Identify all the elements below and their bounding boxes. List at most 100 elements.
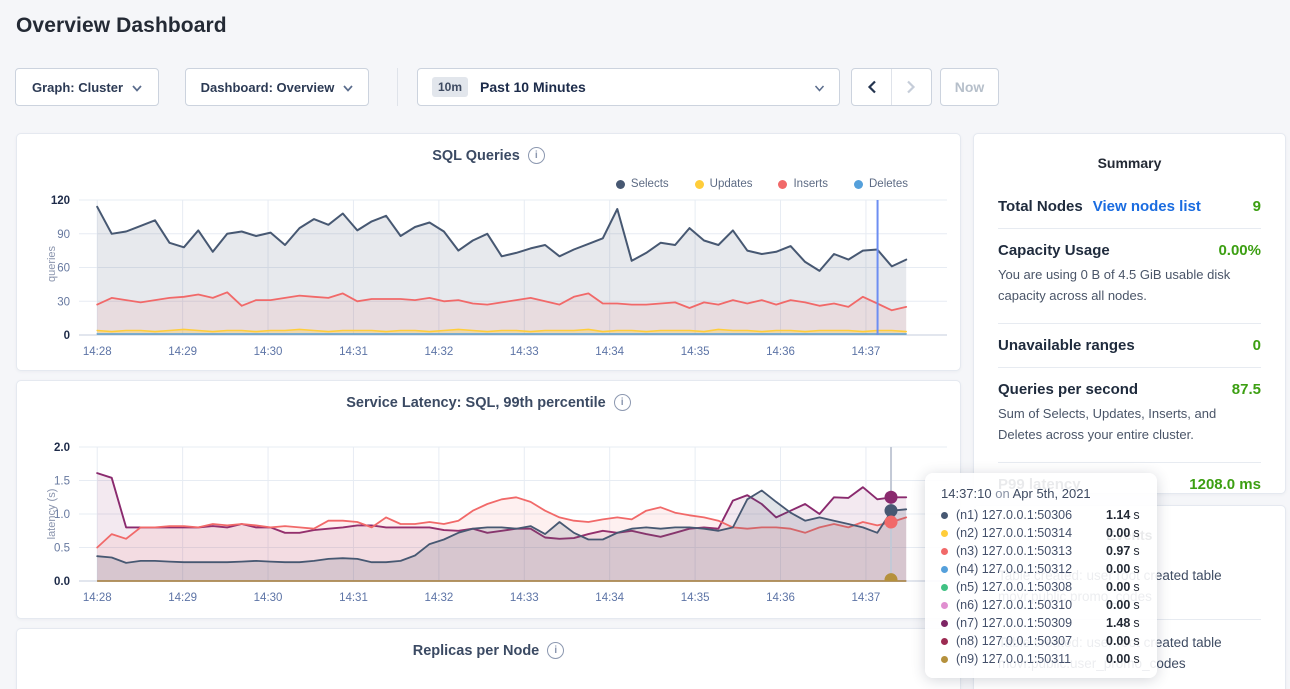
summary-row-label: Unavailable ranges <box>998 337 1135 354</box>
dashboard-dropdown[interactable]: Dashboard: Overview <box>185 68 369 106</box>
node-address: (n5) 127.0.0.1:50308 <box>956 580 1106 594</box>
node-color-dot <box>941 602 948 609</box>
node-latency-value: 0.00 <box>1106 562 1130 576</box>
node-latency-value: 1.48 <box>1106 616 1130 630</box>
tooltip-node-row: (n9) 127.0.0.1:503110.00s <box>941 650 1141 668</box>
svg-text:14:32: 14:32 <box>424 346 453 358</box>
svg-text:14:33: 14:33 <box>510 592 539 604</box>
toolbar-divider <box>397 68 398 106</box>
info-icon[interactable]: i <box>528 147 545 164</box>
summary-row-label: Capacity Usage <box>998 242 1110 259</box>
summary-row-value: 1208.0 ms <box>1189 476 1261 493</box>
chevron-down-icon <box>814 85 825 92</box>
svg-text:14:34: 14:34 <box>595 346 624 358</box>
chart-tooltip: 14:37:10 on Apr 5th, 2021 (n1) 127.0.0.1… <box>925 473 1157 678</box>
summary-row-value: 9 <box>1253 198 1261 215</box>
toolbar: Graph: Cluster Dashboard: Overview 10m P… <box>0 68 1290 106</box>
node-address: (n1) 127.0.0.1:50306 <box>956 508 1106 522</box>
tooltip-node-row: (n2) 127.0.0.1:503140.00s <box>941 524 1141 542</box>
svg-text:1.0: 1.0 <box>54 509 70 521</box>
chevron-down-icon <box>132 85 142 92</box>
node-latency-value: 0.00 <box>1106 634 1130 648</box>
summary-row-description: Sum of Selects, Updates, Inserts, and De… <box>998 401 1261 452</box>
chevron-down-icon <box>343 85 353 92</box>
tooltip-node-row: (n1) 127.0.0.1:503061.14s <box>941 506 1141 524</box>
summary-row: Queries per second87.5 <box>998 368 1261 401</box>
node-color-dot <box>941 638 948 645</box>
summary-row-description: You are using 0 B of 4.5 GiB usable disk… <box>998 262 1261 313</box>
svg-text:14:34: 14:34 <box>595 592 624 604</box>
chevron-left-icon <box>867 80 877 94</box>
time-pager <box>851 68 932 106</box>
time-range-badge: 10m <box>432 77 468 97</box>
summary-panel: Summary Total NodesView nodes list9Capac… <box>973 133 1286 494</box>
tooltip-node-row: (n8) 127.0.0.1:503070.00s <box>941 632 1141 650</box>
node-color-dot <box>941 656 948 663</box>
node-latency-unit: s <box>1133 508 1139 522</box>
node-latency-value: 0.97 <box>1106 544 1130 558</box>
tooltip-node-row: (n5) 127.0.0.1:503080.00s <box>941 578 1141 596</box>
sql-queries-plot[interactable]: 030609012014:2814:2914:3014:3114:3214:33… <box>17 186 962 358</box>
chart-title: Service Latency: SQL, 99th percentile <box>346 395 606 411</box>
node-color-dot <box>941 566 948 573</box>
chart-title: SQL Queries <box>432 148 520 164</box>
node-latency-unit: s <box>1133 634 1139 648</box>
info-icon[interactable]: i <box>614 394 631 411</box>
overview-dashboard-page: Overview Dashboard Graph: Cluster Dashbo… <box>0 0 1290 689</box>
node-latency-value: 0.00 <box>1106 580 1130 594</box>
svg-text:14:31: 14:31 <box>339 592 368 604</box>
svg-text:14:35: 14:35 <box>681 592 710 604</box>
svg-text:0.0: 0.0 <box>54 576 70 588</box>
svg-text:14:37: 14:37 <box>852 346 881 358</box>
time-prev-button[interactable] <box>852 69 891 105</box>
svg-text:0.5: 0.5 <box>54 543 70 555</box>
svg-text:14:30: 14:30 <box>254 346 283 358</box>
tooltip-timestamp: 14:37:10 on Apr 5th, 2021 <box>941 486 1141 506</box>
svg-text:14:32: 14:32 <box>424 592 453 604</box>
view-nodes-list-link[interactable]: View nodes list <box>1093 198 1201 215</box>
summary-row-value: 87.5 <box>1232 381 1261 398</box>
svg-text:90: 90 <box>57 229 70 241</box>
service-latency-plot[interactable]: 0.00.51.01.52.014:2814:2914:3014:3114:32… <box>17 439 962 619</box>
svg-text:14:33: 14:33 <box>510 346 539 358</box>
tooltip-node-row: (n6) 127.0.0.1:503100.00s <box>941 596 1141 614</box>
graph-dropdown-label: Graph: Cluster <box>32 80 123 95</box>
node-address: (n4) 127.0.0.1:50312 <box>956 562 1106 576</box>
node-latency-unit: s <box>1133 598 1139 612</box>
summary-row: Capacity Usage0.00% <box>998 229 1261 262</box>
summary-row-value: 0 <box>1253 337 1261 354</box>
tooltip-node-row: (n4) 127.0.0.1:503120.00s <box>941 560 1141 578</box>
node-latency-value: 0.00 <box>1106 598 1130 612</box>
node-latency-unit: s <box>1133 544 1139 558</box>
node-latency-value: 1.14 <box>1106 508 1130 522</box>
svg-text:14:29: 14:29 <box>168 592 197 604</box>
chart-title: Replicas per Node <box>413 643 540 659</box>
svg-text:14:29: 14:29 <box>168 346 197 358</box>
node-color-dot <box>941 512 948 519</box>
graph-dropdown[interactable]: Graph: Cluster <box>15 68 159 106</box>
node-address: (n8) 127.0.0.1:50307 <box>956 634 1106 648</box>
info-icon[interactable]: i <box>547 642 564 659</box>
node-address: (n7) 127.0.0.1:50309 <box>956 616 1106 630</box>
node-latency-unit: s <box>1133 652 1139 666</box>
node-latency-value: 0.00 <box>1106 652 1130 666</box>
node-color-dot <box>941 548 948 555</box>
svg-text:30: 30 <box>57 296 70 308</box>
node-color-dot <box>941 530 948 537</box>
time-next-button[interactable] <box>892 69 931 105</box>
svg-text:14:28: 14:28 <box>83 592 112 604</box>
svg-text:1.5: 1.5 <box>54 476 70 488</box>
svg-text:14:30: 14:30 <box>254 592 283 604</box>
node-latency-unit: s <box>1133 616 1139 630</box>
summary-row-label: Total Nodes <box>998 198 1083 215</box>
node-latency-unit: s <box>1133 526 1139 540</box>
service-latency-chart-card: Service Latency: SQL, 99th percentile i … <box>16 380 961 619</box>
svg-text:60: 60 <box>57 263 70 275</box>
now-button[interactable]: Now <box>940 68 999 106</box>
time-range-dropdown[interactable]: 10m Past 10 Minutes <box>417 68 840 106</box>
svg-text:14:36: 14:36 <box>766 592 795 604</box>
replicas-per-node-chart-card: Replicas per Node i <box>16 628 961 689</box>
svg-text:14:28: 14:28 <box>83 346 112 358</box>
node-address: (n6) 127.0.0.1:50310 <box>956 598 1106 612</box>
summary-row: Unavailable ranges 0 <box>998 324 1261 357</box>
